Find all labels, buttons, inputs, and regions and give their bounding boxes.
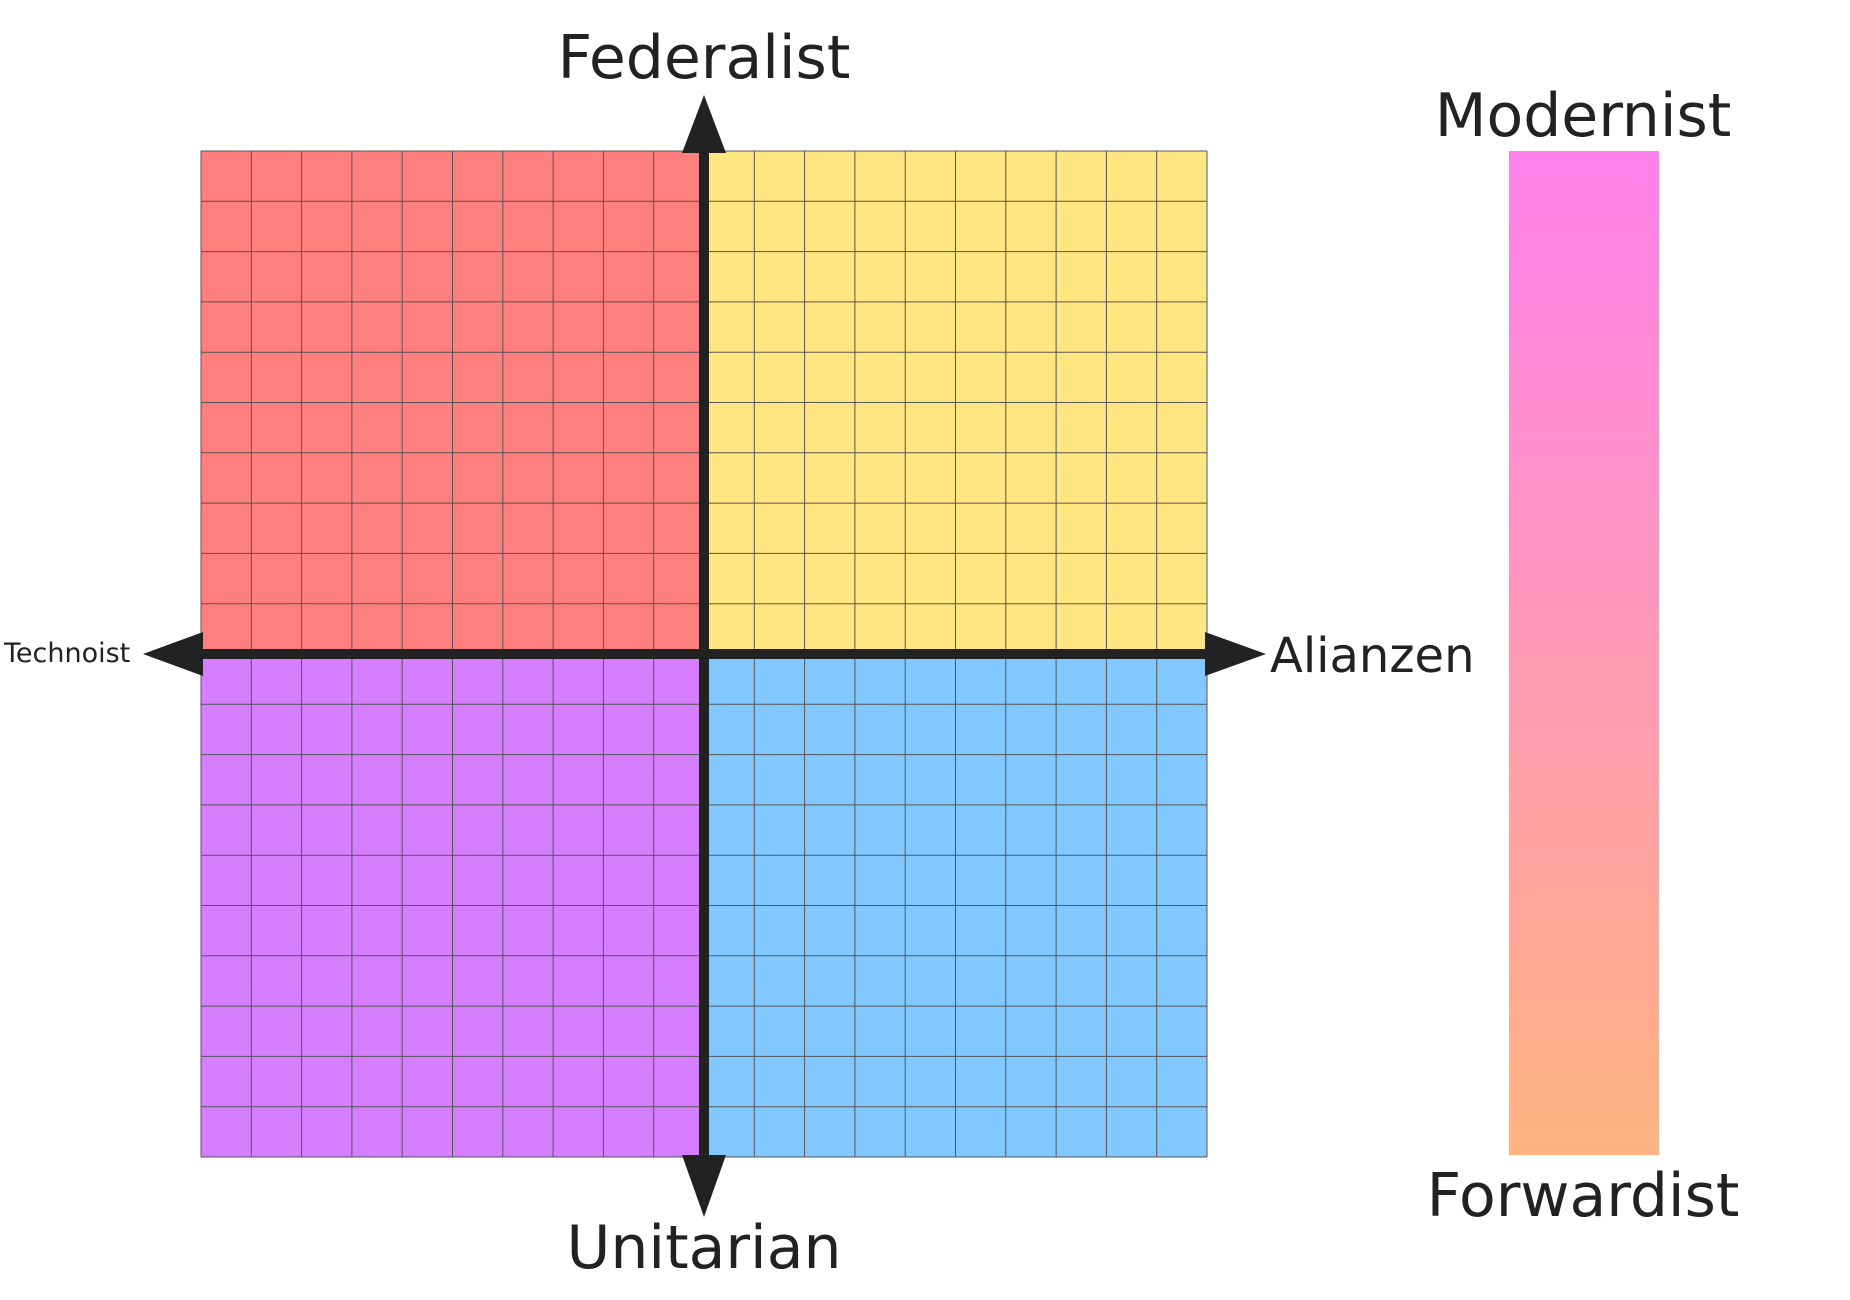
axis-label-left: Technoist (4, 638, 131, 669)
arrow-right-icon (1205, 632, 1266, 676)
arrow-left-icon (143, 632, 203, 676)
scale-label-top: Modernist (1434, 81, 1732, 151)
axis-layer (143, 95, 1266, 1217)
vertical-gradient-scale (1509, 151, 1659, 1155)
arrow-down-icon (682, 1155, 726, 1217)
axis-label-right: Alianzen (1270, 628, 1475, 684)
scale-label-bottom: Forwardist (1426, 1161, 1740, 1231)
arrow-up-icon (682, 95, 726, 153)
axis-label-top: Federalist (557, 23, 851, 93)
axis-label-bottom: Unitarian (566, 1213, 842, 1283)
